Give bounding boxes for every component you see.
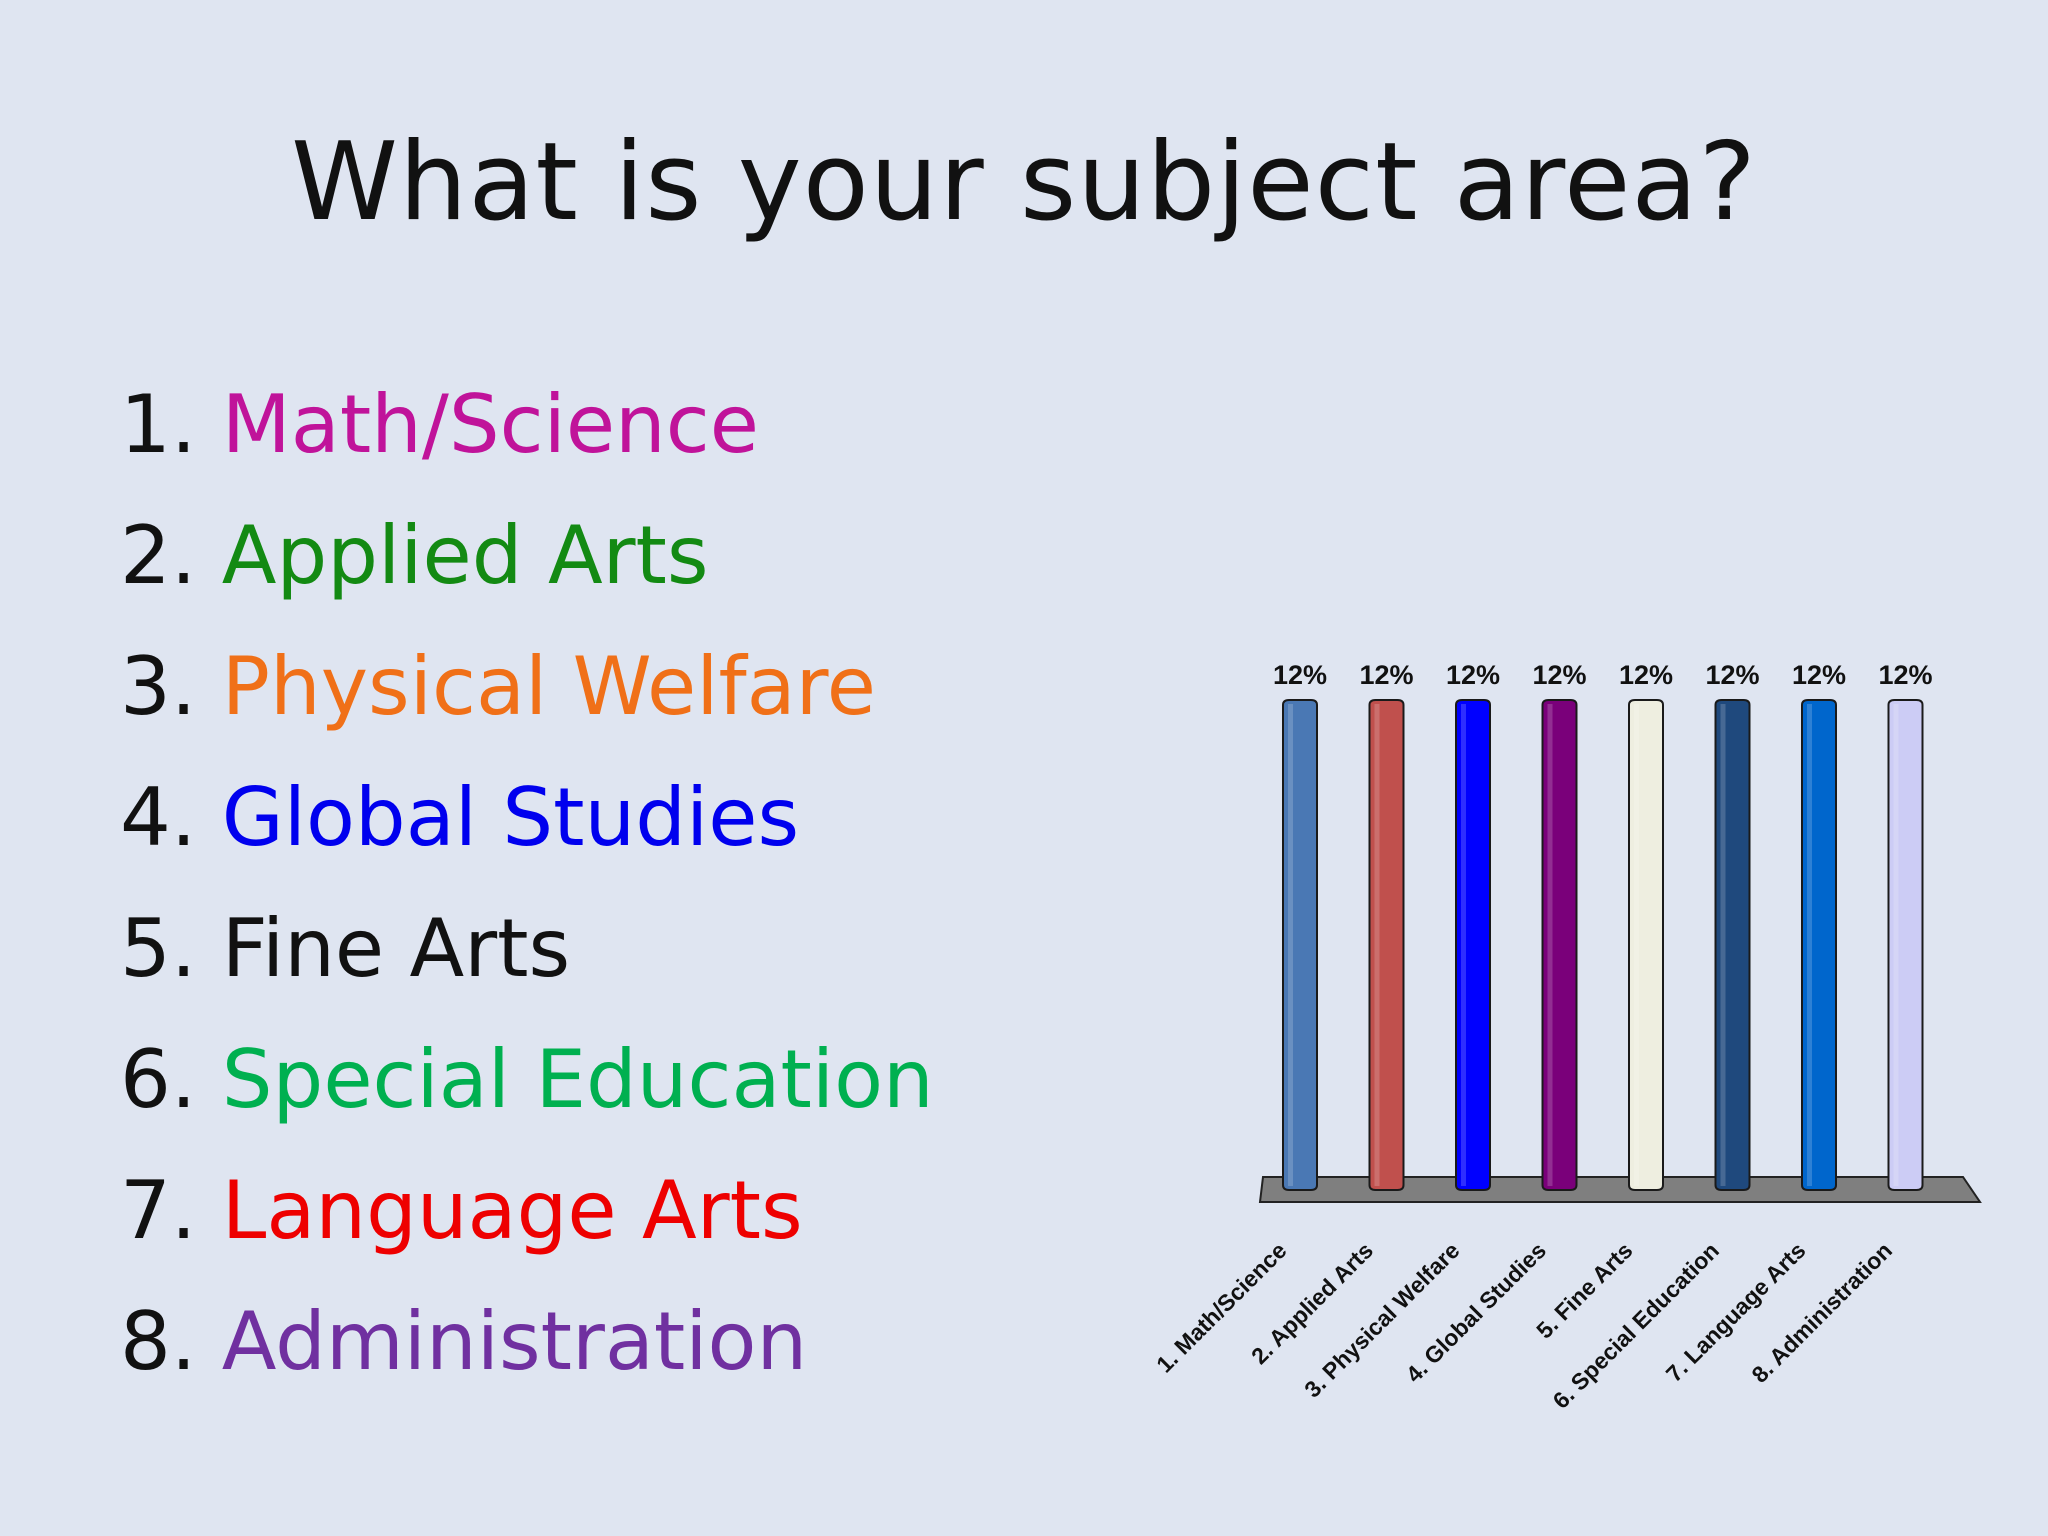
category-label: 6. Special Education bbox=[1547, 1237, 1724, 1414]
option-label: Administration bbox=[221, 1295, 808, 1388]
option-number: 6. bbox=[120, 1033, 197, 1126]
bar-data-label: 12% bbox=[1878, 660, 1932, 690]
option-label: Physical Welfare bbox=[221, 640, 877, 733]
option-number: 4. bbox=[120, 771, 197, 864]
option-item: 8. Administration bbox=[120, 1287, 934, 1418]
bar bbox=[1801, 699, 1837, 1191]
option-label: Special Education bbox=[221, 1033, 934, 1126]
option-number: 8. bbox=[120, 1295, 197, 1388]
bar-data-label: 12% bbox=[1619, 660, 1673, 690]
bar-data-label: 12% bbox=[1705, 660, 1759, 690]
subject-options-list: 1. Math/Science 2. Applied Arts 3. Physi… bbox=[120, 370, 934, 1418]
category-label: 3. Physical Welfare bbox=[1299, 1237, 1464, 1402]
option-item: 7. Language Arts bbox=[120, 1156, 934, 1287]
bar bbox=[1714, 699, 1751, 1191]
option-label: Global Studies bbox=[221, 771, 800, 864]
chart-floor bbox=[1258, 1176, 1982, 1203]
option-label: Language Arts bbox=[221, 1164, 803, 1257]
option-item: 1. Math/Science bbox=[120, 370, 934, 501]
bar-data-label: 12% bbox=[1792, 660, 1846, 690]
bar bbox=[1455, 699, 1491, 1191]
response-bar-chart: 12% 12% 12% 12% 12% 12% 12% 12% 1. Math/Science… bbox=[1151, 660, 1982, 1414]
option-item: 4. Global Studies bbox=[120, 763, 934, 894]
option-number: 3. bbox=[120, 640, 197, 733]
bar bbox=[1887, 699, 1924, 1191]
option-label: Fine Arts bbox=[221, 902, 571, 995]
bar-data-label: 12% bbox=[1273, 660, 1327, 690]
option-number: 1. bbox=[120, 378, 197, 471]
bar-data-label: 12% bbox=[1532, 660, 1586, 690]
option-label: Math/Science bbox=[221, 378, 759, 471]
bar-data-label: 12% bbox=[1359, 660, 1413, 690]
option-item: 6. Special Education bbox=[120, 1025, 934, 1156]
bar bbox=[1368, 699, 1405, 1191]
bar bbox=[1282, 699, 1318, 1191]
option-item: 3. Physical Welfare bbox=[120, 632, 934, 763]
bar-data-label: 12% bbox=[1446, 660, 1500, 690]
option-number: 5. bbox=[120, 902, 197, 995]
slide-title: What is your subject area? bbox=[291, 120, 1757, 245]
bar bbox=[1541, 699, 1578, 1191]
option-label: Applied Arts bbox=[221, 509, 709, 602]
option-item: 2. Applied Arts bbox=[120, 501, 934, 632]
option-number: 7. bbox=[120, 1164, 197, 1257]
option-item: 5. Fine Arts bbox=[120, 894, 934, 1025]
bar bbox=[1628, 699, 1664, 1191]
option-number: 2. bbox=[120, 509, 197, 602]
